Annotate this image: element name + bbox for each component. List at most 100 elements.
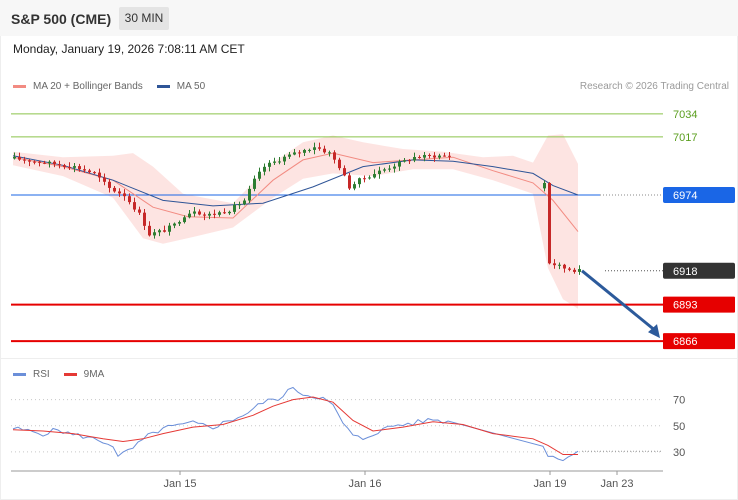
- candle-body: [308, 149, 311, 151]
- forecast-arrow-shaft: [581, 269, 657, 333]
- candle-body: [363, 178, 366, 180]
- candle-body: [413, 157, 416, 161]
- rsi-line: [12, 386, 579, 462]
- candle-body: [548, 182, 551, 264]
- candle-body: [568, 268, 571, 270]
- candle-body: [268, 162, 271, 167]
- candle-body: [228, 211, 231, 214]
- candle-body: [33, 161, 36, 163]
- pivot-badge: [663, 187, 735, 204]
- candle-body: [183, 217, 186, 223]
- candle-body: [13, 156, 16, 159]
- timeframe-button[interactable]: 30 MIN: [119, 7, 169, 30]
- resistance-label-7034: 7034: [673, 109, 697, 121]
- candle-body: [328, 152, 331, 154]
- x-tick-label-2: Jan 19: [533, 478, 566, 490]
- support-label-6893: 6893: [673, 300, 697, 312]
- candle-body: [448, 155, 451, 157]
- ma50-line: [12, 155, 579, 207]
- candle-body: [338, 159, 341, 169]
- support-badge-6893: [663, 296, 735, 313]
- candle-body: [423, 154, 426, 158]
- header-bar: S&P 500 (CME) 30 MIN: [0, 0, 738, 36]
- candle-body: [153, 232, 156, 236]
- candle-body: [313, 147, 316, 150]
- candle-body: [178, 222, 181, 224]
- support-badge-6866: [663, 333, 735, 350]
- candle-body: [573, 269, 576, 272]
- x-tick-label-1: Jan 16: [348, 478, 381, 490]
- copyright-text: Research © 2026 Trading Central: [579, 81, 729, 92]
- candle-body: [403, 160, 406, 162]
- rsi-ma-legend-label: 9MA: [83, 369, 105, 380]
- candle-body: [138, 209, 141, 213]
- x-tick-label-0: Jan 15: [163, 478, 196, 490]
- candle-body: [78, 166, 81, 170]
- candle-body: [28, 160, 31, 162]
- candle-body: [238, 204, 241, 206]
- candle-body: [168, 225, 171, 232]
- rsi-legend: RSI 9MA: [13, 369, 104, 380]
- candle-body: [543, 182, 546, 189]
- rsi-ma-line: [12, 396, 578, 455]
- candle-body: [148, 225, 151, 236]
- candle-body: [553, 263, 556, 266]
- candle-body: [398, 161, 401, 167]
- candle-body: [133, 202, 136, 210]
- candle-body: [258, 171, 261, 179]
- candle-body: [333, 152, 336, 160]
- candle-body: [323, 148, 326, 153]
- candle-body: [18, 156, 21, 160]
- candle-body: [368, 177, 371, 179]
- candle-body: [63, 165, 66, 167]
- candle-body: [273, 161, 276, 163]
- candle-body: [223, 212, 226, 214]
- candle-body: [243, 200, 246, 205]
- candle-body: [278, 161, 281, 163]
- candle-body: [103, 177, 106, 182]
- candle-body: [88, 170, 91, 173]
- candle-body: [393, 166, 396, 169]
- panel-divider: [0, 358, 738, 359]
- candle-body: [298, 152, 301, 154]
- candle-body: [353, 184, 356, 189]
- rsi-ma-swatch: [63, 373, 77, 376]
- candle-body: [83, 169, 86, 171]
- candle-body: [303, 149, 306, 153]
- candle-body: [208, 213, 211, 216]
- candle-body: [23, 159, 26, 161]
- rsi-swatch: [13, 373, 26, 376]
- resistance-label-7017: 7017: [673, 132, 697, 144]
- candle-body: [293, 152, 296, 155]
- x-tick-label-3: Jan 23: [600, 478, 633, 490]
- candle-body: [373, 174, 376, 178]
- candle-body: [213, 213, 216, 215]
- candle-body: [93, 172, 96, 174]
- candle-body: [433, 155, 436, 158]
- candle-body: [253, 178, 256, 189]
- candle-body: [428, 154, 431, 156]
- candle-body: [378, 170, 381, 175]
- rsi-tick-label-30: 30: [673, 447, 685, 459]
- candle-body: [73, 166, 76, 168]
- bollinger-band-area: [13, 134, 578, 309]
- candle-body: [563, 264, 566, 269]
- main-legend: MA 20 + Bollinger Bands MA 50: [13, 81, 205, 92]
- candle-body: [163, 230, 166, 232]
- candle-body: [193, 211, 196, 214]
- candle-body: [438, 155, 441, 158]
- last-price-label: 6918: [673, 266, 697, 278]
- ma20-legend-label: MA 20 + Bollinger Bands: [33, 81, 143, 92]
- candle-body: [318, 147, 321, 149]
- candle-body: [283, 156, 286, 162]
- ma20-swatch: [13, 85, 26, 88]
- candle-body: [358, 178, 361, 185]
- ma50-swatch: [156, 85, 170, 88]
- forecast-arrow-head: [648, 324, 660, 339]
- candle-body: [128, 196, 131, 203]
- candle-body: [38, 161, 41, 163]
- candle-body: [558, 264, 561, 266]
- instrument-title: S&P 500 (CME): [11, 11, 112, 27]
